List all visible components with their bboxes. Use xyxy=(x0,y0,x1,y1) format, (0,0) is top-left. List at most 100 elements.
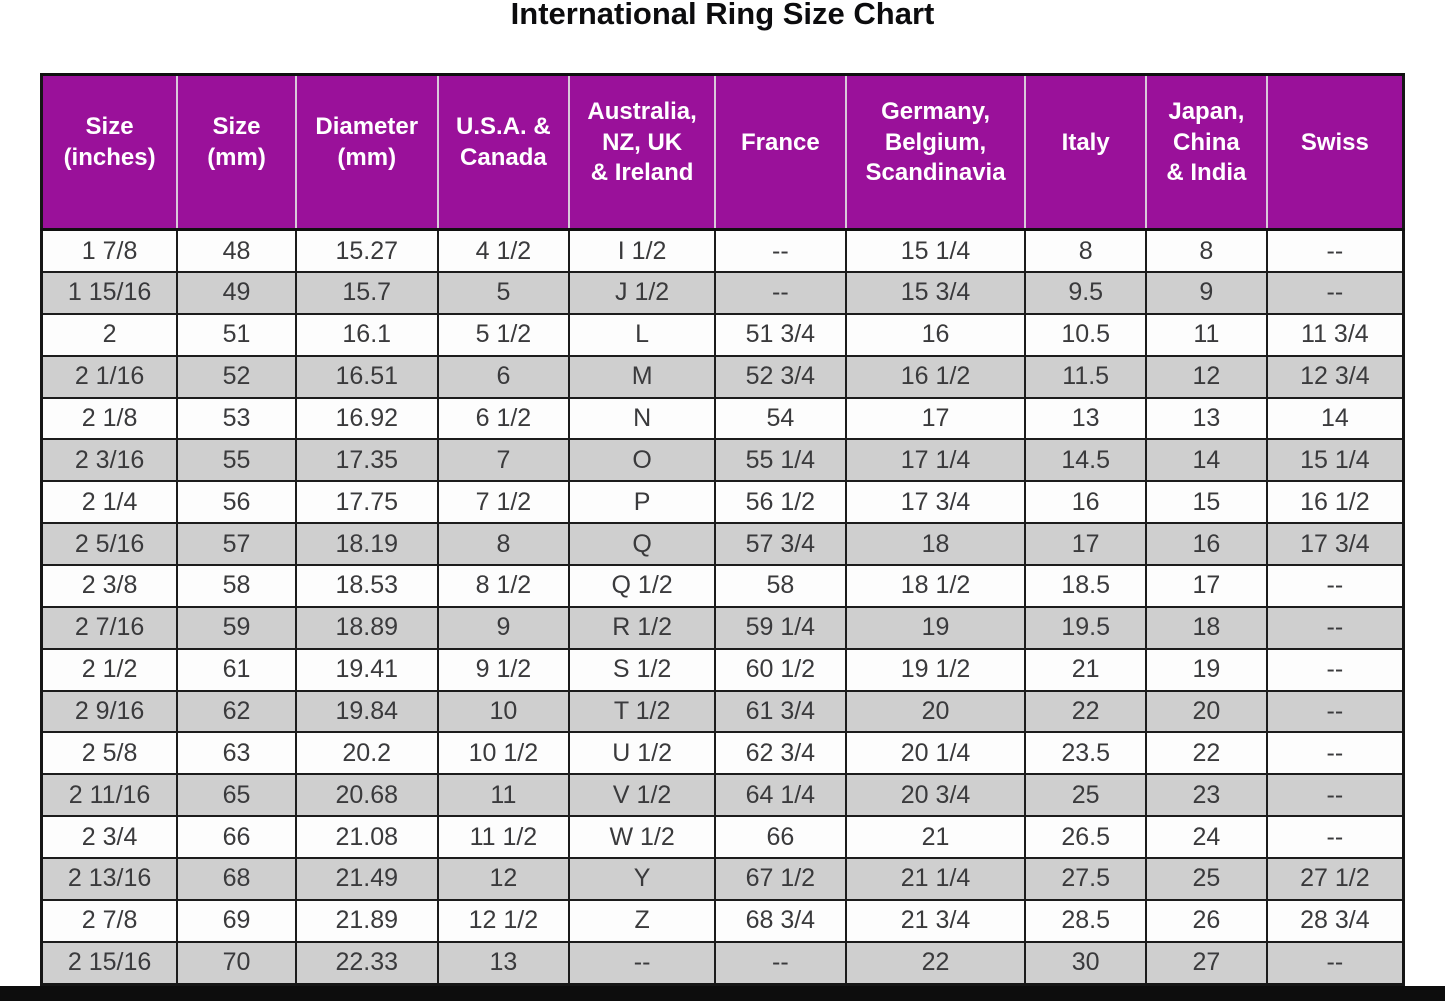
table-cell: 10.5 xyxy=(1024,312,1148,357)
table-cell: 18 xyxy=(1145,605,1268,650)
table-cell: 2 5/16 xyxy=(40,522,179,567)
table-cell: 2 11/16 xyxy=(40,773,179,818)
table-cell: 10 xyxy=(436,689,571,734)
table-cell: 6 1/2 xyxy=(436,396,571,441)
table-cell: 51 3/4 xyxy=(713,312,847,357)
table-cell: 2 7/8 xyxy=(40,898,179,943)
table-cell: S 1/2 xyxy=(568,647,716,692)
table-cell: 2 9/16 xyxy=(40,689,179,734)
table-cell: 30 xyxy=(1024,940,1148,986)
table-cell: 16 xyxy=(844,312,1027,357)
table-cell: 20.68 xyxy=(294,773,439,818)
table-cell: 27 1/2 xyxy=(1265,857,1405,901)
table-cell: 23 xyxy=(1145,773,1268,818)
table-cell: 18.5 xyxy=(1024,564,1148,608)
table-cell: 67 1/2 xyxy=(713,857,847,901)
table-cell: 59 xyxy=(176,605,297,650)
table-cell: 18.19 xyxy=(294,522,439,567)
table-cell: 15 1/4 xyxy=(1265,438,1405,483)
header-cell: Italy xyxy=(1024,73,1148,231)
table-cell: 16 xyxy=(1145,522,1268,567)
table-cell: 7 1/2 xyxy=(436,480,571,525)
ring-size-table-container: Size (inches) Size (mm) Diameter (mm) U.S.A… xyxy=(40,73,1405,986)
table-row: 2 5/8 63 20.2 10 1/2 U 1/2 62 3/4 20 1/4 23.5 22… xyxy=(40,731,1405,776)
table-row: 2 7/16 59 18.89 9 R 1/2 59 1/4 19 19.5 18 -- xyxy=(40,605,1405,650)
table-cell: 16 1/2 xyxy=(844,354,1027,399)
table-cell: 26.5 xyxy=(1024,815,1148,860)
table-row: 2 1/4 56 17.75 7 1/2 P 56 1/2 17 3/4 16 15 16 1/2 xyxy=(40,480,1405,525)
table-cell: -- xyxy=(713,228,847,274)
table-cell: 20 xyxy=(1145,689,1268,734)
table-cell: 13 xyxy=(1145,396,1268,441)
table-cell: 19 xyxy=(844,605,1027,650)
table-cell: 21.49 xyxy=(294,857,439,901)
header-row: Size (inches) Size (mm) Diameter (mm) U.S.A… xyxy=(40,73,1405,231)
table-cell: 19 xyxy=(1145,647,1268,692)
table-row: 2 13/16 68 21.49 12 Y 67 1/2 21 1/4 27.5 25 27 1/… xyxy=(40,857,1405,901)
table-cell: -- xyxy=(1265,605,1405,650)
table-cell: 21 xyxy=(1024,647,1148,692)
table-cell: 5 xyxy=(436,271,571,315)
table-cell: 24 xyxy=(1145,815,1268,860)
table-cell: 55 1/4 xyxy=(713,438,847,483)
table-cell: 21 1/4 xyxy=(844,857,1027,901)
table-cell: 1 7/8 xyxy=(40,228,179,274)
table-cell: 62 xyxy=(176,689,297,734)
table-cell: -- xyxy=(1265,815,1405,860)
table-cell: 4 1/2 xyxy=(436,228,571,274)
table-cell: -- xyxy=(1265,773,1405,818)
table-cell: 12 xyxy=(1145,354,1268,399)
header-cell: France xyxy=(713,73,847,231)
table-cell: 18 1/2 xyxy=(844,564,1027,608)
table-cell: Y xyxy=(568,857,716,901)
table-cell: -- xyxy=(1265,940,1405,986)
table-cell: 21 3/4 xyxy=(844,898,1027,943)
table-cell: 2 3/16 xyxy=(40,438,179,483)
table-cell: 2 3/8 xyxy=(40,564,179,608)
ring-size-table: Size (inches) Size (mm) Diameter (mm) U.S.A… xyxy=(40,73,1405,986)
table-cell: N xyxy=(568,396,716,441)
header-cell: Size (mm) xyxy=(176,73,297,231)
table-cell: O xyxy=(568,438,716,483)
table-cell: I 1/2 xyxy=(568,228,716,274)
table-cell: 57 3/4 xyxy=(713,522,847,567)
table-row: 2 9/16 62 19.84 10 T 1/2 61 3/4 20 22 20 -- xyxy=(40,689,1405,734)
table-row: 2 51 16.1 5 1/2 L 51 3/4 16 10.5 11 11 3/4 xyxy=(40,312,1405,357)
table-cell: 19.84 xyxy=(294,689,439,734)
table-body: 1 7/8 48 15.27 4 1/2 I 1/2 -- 15 1/4 8 8 -- 1 15/1… xyxy=(40,228,1405,986)
table-cell: 17 3/4 xyxy=(1265,522,1405,567)
table-row: 2 3/4 66 21.08 11 1/2 W 1/2 66 21 26.5 24 -- xyxy=(40,815,1405,860)
table-cell: -- xyxy=(1265,647,1405,692)
table-cell: -- xyxy=(1265,731,1405,776)
table-cell: W 1/2 xyxy=(568,815,716,860)
table-cell: 28.5 xyxy=(1024,898,1148,943)
table-cell: 69 xyxy=(176,898,297,943)
table-cell: 16.1 xyxy=(294,312,439,357)
table-cell: V 1/2 xyxy=(568,773,716,818)
table-row: 1 7/8 48 15.27 4 1/2 I 1/2 -- 15 1/4 8 8 -- xyxy=(40,228,1405,274)
table-cell: 28 3/4 xyxy=(1265,898,1405,943)
table-cell: M xyxy=(568,354,716,399)
table-cell: 2 1/8 xyxy=(40,396,179,441)
table-cell: 6 xyxy=(436,354,571,399)
table-cell: 2 3/4 xyxy=(40,815,179,860)
table-cell: 2 1/2 xyxy=(40,647,179,692)
table-cell: 1 15/16 xyxy=(40,271,179,315)
table-row: 2 11/16 65 20.68 11 V 1/2 64 1/4 20 3/4 25 23 -- xyxy=(40,773,1405,818)
table-cell: 5 1/2 xyxy=(436,312,571,357)
table-cell: 61 3/4 xyxy=(713,689,847,734)
table-cell: 49 xyxy=(176,271,297,315)
table-cell: 7 xyxy=(436,438,571,483)
table-cell: 52 xyxy=(176,354,297,399)
table-cell: 16.51 xyxy=(294,354,439,399)
table-cell: 17.75 xyxy=(294,480,439,525)
table-cell: 12 xyxy=(436,857,571,901)
table-cell: 19 1/2 xyxy=(844,647,1027,692)
header-cell: Japan, China & India xyxy=(1145,73,1268,231)
table-cell: 17.35 xyxy=(294,438,439,483)
table-cell: T 1/2 xyxy=(568,689,716,734)
table-cell: 16 xyxy=(1024,480,1148,525)
table-cell: Q 1/2 xyxy=(568,564,716,608)
table-header: Size (inches) Size (mm) Diameter (mm) U.S.A… xyxy=(40,73,1405,231)
